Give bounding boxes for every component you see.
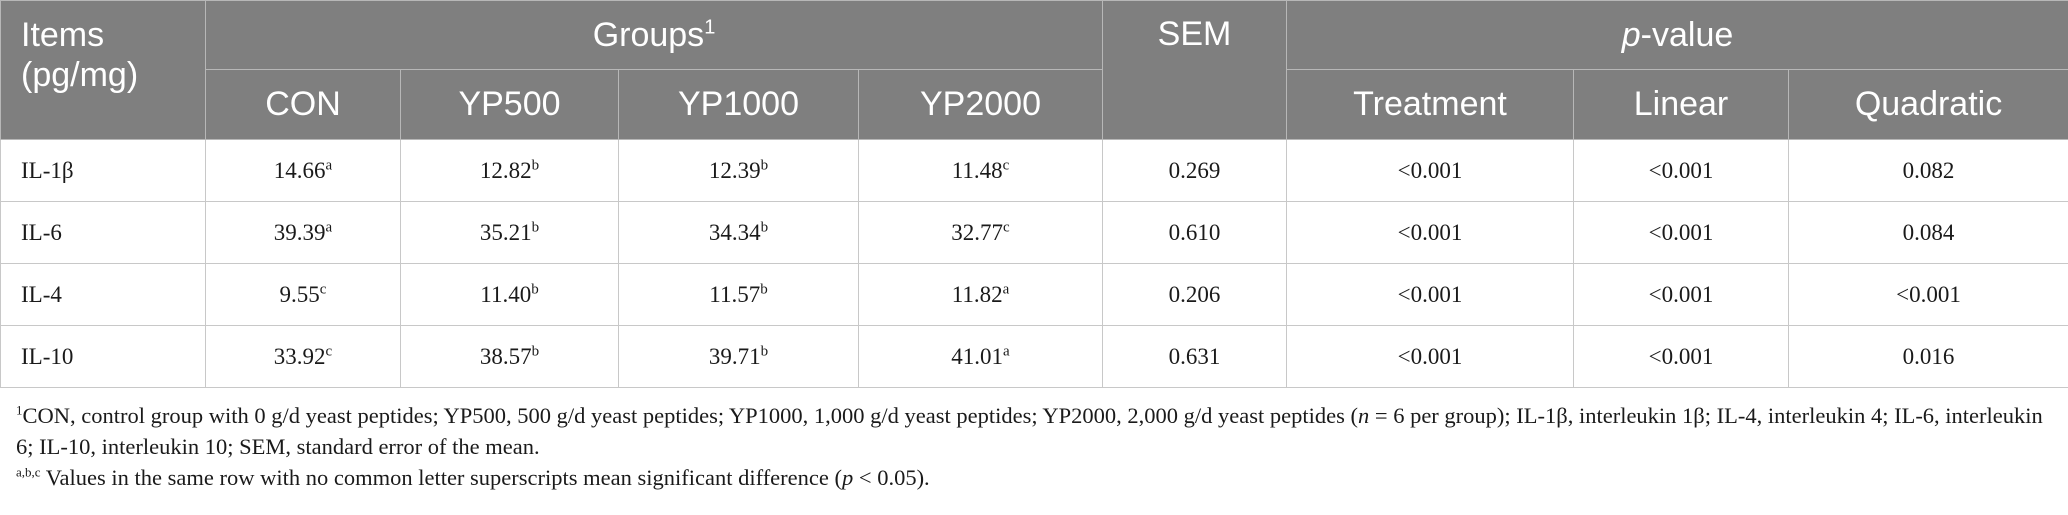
table-row: IL-1β 14.66a 12.82b 12.39b 11.48c 0.269 …: [0, 139, 2068, 202]
sem-cell: 0.631: [1102, 325, 1287, 388]
footnote-1-mark: 1: [16, 402, 23, 418]
table-footnotes: 1CON, control group with 0 g/d yeast pep…: [16, 400, 2056, 493]
col-header-yp500: YP500: [400, 69, 619, 140]
pvalue-cell: <0.001: [1573, 325, 1789, 388]
pvalue-header-rest: -value: [1640, 15, 1734, 54]
pvalue-cell: <0.001: [1573, 139, 1789, 202]
table-cell: 39.39a: [205, 201, 401, 264]
table-row: IL-10 33.92c 38.57b 39.71b 41.01a 0.631 …: [0, 325, 2068, 388]
row-item-label: IL-1β: [0, 139, 206, 202]
table-cell: 32.77c: [858, 201, 1103, 264]
table-cell: 11.40b: [400, 263, 619, 326]
pvalue-header-p: p: [1621, 15, 1641, 54]
pvalue-cell: <0.001: [1573, 263, 1789, 326]
table-cell: 9.55c: [205, 263, 401, 326]
col-header-yp2000: YP2000: [858, 69, 1103, 140]
table-cell: 12.82b: [400, 139, 619, 202]
table-cell: 33.92c: [205, 325, 401, 388]
table-cell: 35.21b: [400, 201, 619, 264]
table-cell: 11.48c: [858, 139, 1103, 202]
table-cell: 12.39b: [618, 139, 859, 202]
groups-header-label: Groups: [592, 15, 705, 54]
table-cell: 38.57b: [400, 325, 619, 388]
table-cell: 14.66a: [205, 139, 401, 202]
table-cell: 41.01a: [858, 325, 1103, 388]
sem-cell: 0.206: [1102, 263, 1287, 326]
pvalue-cell: <0.001: [1286, 139, 1574, 202]
col-header-con: CON: [205, 69, 401, 140]
pvalue-cell: 0.016: [1787, 325, 2068, 388]
row-item-label: IL-10: [0, 325, 206, 388]
results-table-container: Items (pg/mg) Groups1 SEM p-value CON YP…: [0, 0, 2068, 388]
sem-header: SEM: [1102, 0, 1287, 140]
pvalue-cell: <0.001: [1573, 201, 1789, 264]
pvalue-cell: <0.001: [1787, 263, 2068, 326]
items-header: Items (pg/mg): [0, 0, 206, 140]
footnote-1: 1CON, control group with 0 g/d yeast pep…: [16, 402, 2043, 459]
table-cell: 34.34b: [618, 201, 859, 264]
col-header-linear: Linear: [1573, 69, 1789, 140]
table-cell: 11.82a: [858, 263, 1103, 326]
table-cell: 39.71b: [618, 325, 859, 388]
pvalue-cell: <0.001: [1286, 263, 1574, 326]
col-header-treatment: Treatment: [1286, 69, 1574, 140]
items-header-line2: (pg/mg): [21, 56, 139, 94]
row-item-label: IL-6: [0, 201, 206, 264]
footnote-2-mark: a,b,c: [16, 464, 41, 480]
groups-footnote-mark: 1: [704, 16, 716, 39]
items-header-line1: Items: [21, 16, 105, 54]
pvalue-cell: 0.082: [1787, 139, 2068, 202]
row-item-label: IL-4: [0, 263, 206, 326]
cytokine-table: Items (pg/mg) Groups1 SEM p-value CON YP…: [0, 0, 2068, 388]
table-row: IL-4 9.55c 11.40b 11.57b 11.82a 0.206 <0…: [0, 263, 2068, 326]
table-row: IL-6 39.39a 35.21b 34.34b 32.77c 0.610 <…: [0, 201, 2068, 264]
footnote-2: a,b,c Values in the same row with no com…: [16, 464, 930, 490]
pvalue-cell: <0.001: [1286, 325, 1574, 388]
groups-header: Groups1: [205, 0, 1103, 70]
table-cell: 11.57b: [618, 263, 859, 326]
sem-cell: 0.269: [1102, 139, 1287, 202]
col-header-quadratic: Quadratic: [1787, 69, 2068, 140]
pvalue-cell: 0.084: [1787, 201, 2068, 264]
col-header-yp1000: YP1000: [618, 69, 859, 140]
pvalue-cell: <0.001: [1286, 201, 1574, 264]
sem-cell: 0.610: [1102, 201, 1287, 264]
pvalue-header: p-value: [1285, 0, 2068, 70]
